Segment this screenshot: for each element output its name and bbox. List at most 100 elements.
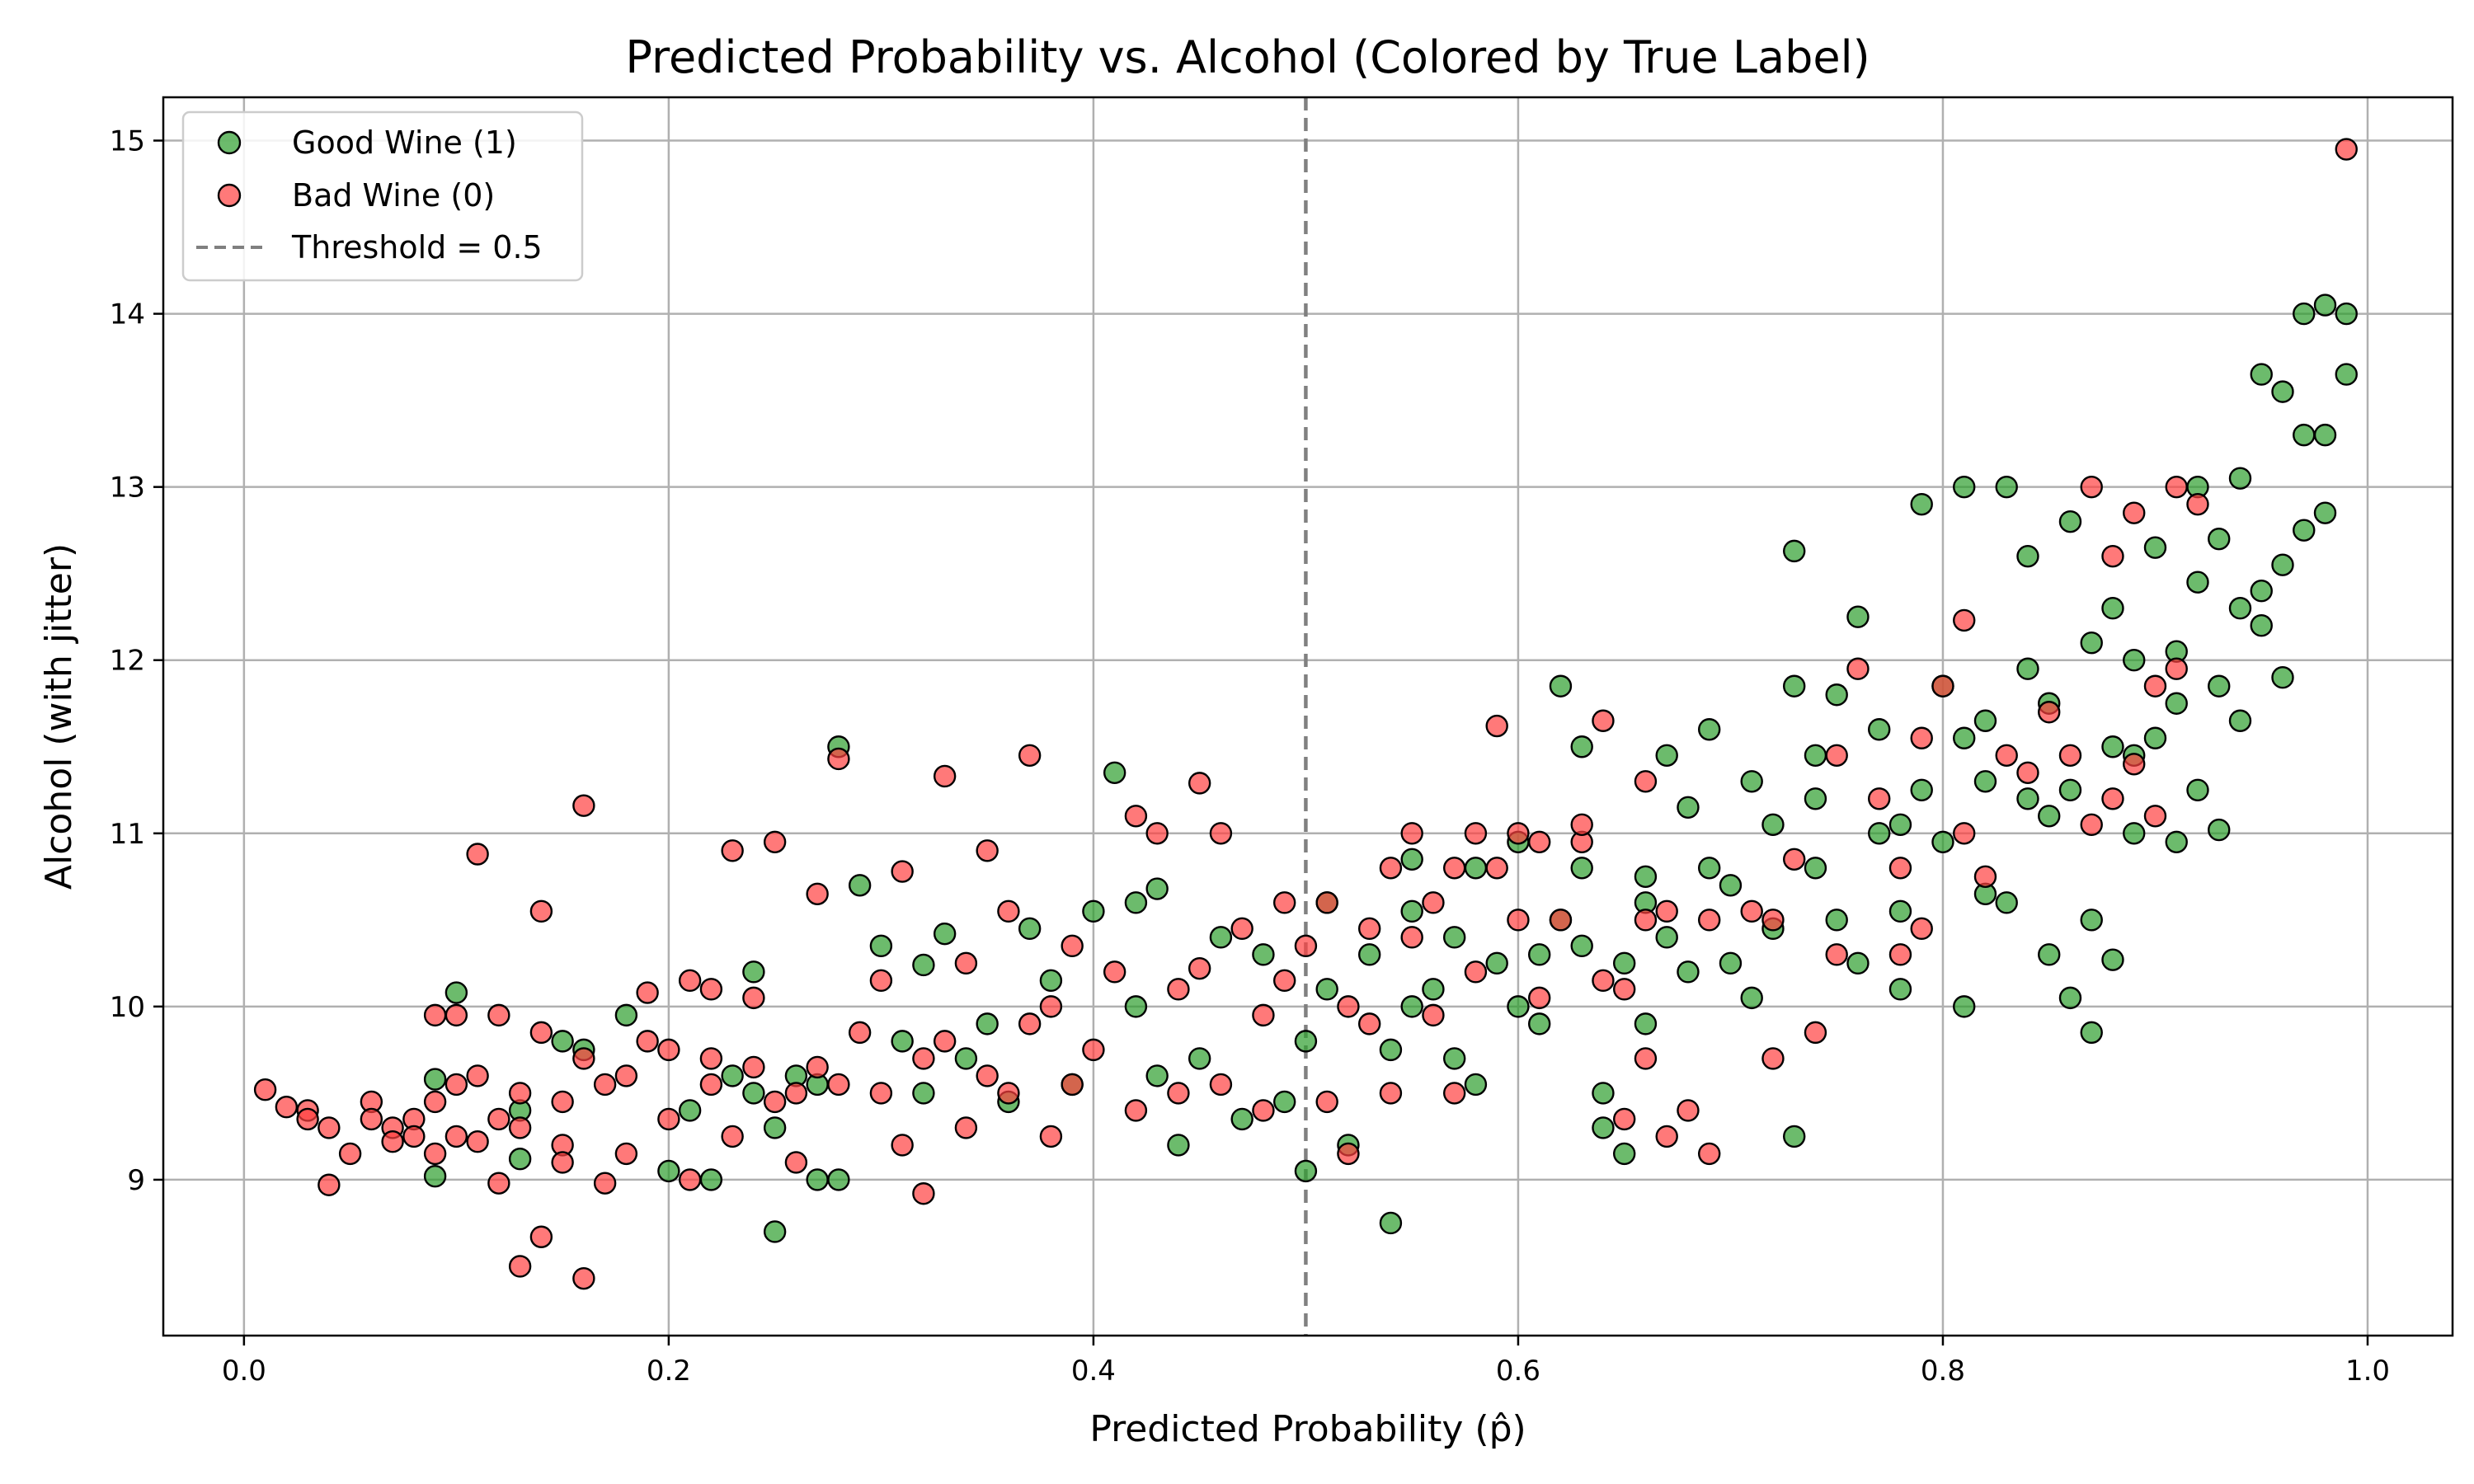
bad-wine-point [1634, 1047, 1658, 1070]
good-wine-point [1379, 1211, 1403, 1235]
good-wine-point [1145, 877, 1169, 900]
bad-wine-point [954, 1116, 978, 1139]
bad-wine-point [1400, 926, 1423, 949]
bad-wine-point [593, 1172, 617, 1195]
good-wine-point [1846, 951, 1870, 975]
good-wine-point [2313, 294, 2337, 317]
good-wine-point [1634, 865, 1658, 889]
good-wine-point [1804, 744, 1827, 767]
bad-wine-point [1167, 978, 1190, 1001]
bad-wine-point [2101, 544, 2124, 568]
bad-wine-point [1592, 969, 1615, 993]
good-wine-point [1570, 735, 1593, 758]
good-wine-point [2123, 822, 2146, 845]
good-wine-point [1761, 813, 1785, 836]
bad-wine-point [1442, 1082, 1466, 1105]
good-wine-point [678, 1099, 702, 1122]
bad-wine-point [466, 843, 489, 866]
good-wine-point [1209, 926, 1233, 949]
bad-wine-point [1888, 857, 1912, 880]
good-wine-point [2271, 380, 2294, 403]
bad-wine-point [1188, 956, 1211, 980]
good-wine-point [2293, 302, 2316, 326]
good-wine-point [2080, 1021, 2103, 1045]
good-wine-point [1634, 1012, 1658, 1036]
bad-wine-point [1039, 1125, 1063, 1148]
bad-wine-point [1230, 917, 1253, 941]
good-wine-point [1442, 926, 1466, 949]
good-wine-point [2293, 423, 2316, 447]
bad-wine-point [1061, 1073, 1084, 1097]
plot-frame [162, 96, 2454, 1337]
bad-wine-point [784, 1151, 808, 1174]
bad-wine-point [1783, 848, 1806, 871]
bad-wine-point [1825, 943, 1848, 966]
x-axis-ticks: 0.0 0.2 0.4 0.6 0.8 1.0 [222, 1336, 2390, 1388]
bad-wine-point [678, 1168, 702, 1191]
good-wine-point [2313, 501, 2337, 524]
x-tick-label: 0.8 [1921, 1355, 1965, 1388]
good-wine-point [2313, 423, 2337, 447]
bad-wine-point [1272, 969, 1296, 993]
good-wine-point [742, 960, 765, 984]
x-tick-label: 0.0 [222, 1355, 266, 1388]
good-wine-point [763, 1116, 787, 1139]
good-wine-point [954, 1047, 978, 1070]
good-wine-point [1804, 857, 1827, 880]
good-wine-point [1527, 1012, 1551, 1036]
good-wine-point [2016, 787, 2039, 810]
good-wine-point [1549, 674, 1573, 697]
bad-wine-point [487, 1172, 510, 1195]
good-wine-point [721, 1064, 744, 1087]
bad-wine-point [1018, 744, 1042, 767]
good-wine-point [2250, 614, 2273, 637]
good-wine-point [1783, 674, 1806, 697]
bad-wine-point [508, 1116, 532, 1139]
bad-wine-point [933, 1030, 957, 1053]
bad-wine-point [2123, 501, 2146, 524]
y-tick-label: 10 [110, 991, 145, 1024]
bad-wine-point [1315, 1090, 1338, 1114]
bad-wine-point [1953, 822, 1976, 845]
bad-wine-point [1167, 1082, 1190, 1105]
bad-wine-point [614, 1142, 638, 1166]
good-wine-point [1167, 1134, 1190, 1157]
bad-wine-point [444, 1003, 468, 1027]
bad-wine-point [317, 1173, 341, 1196]
bad-wine-point [2186, 492, 2209, 516]
bad-wine-point [1124, 1099, 1148, 1122]
bad-wine-point [827, 1073, 850, 1097]
x-tick-label: 0.6 [1496, 1355, 1540, 1388]
y-axis-ticks: 9 10 11 12 13 14 15 [110, 125, 163, 1197]
good-wine-point [1612, 951, 1636, 975]
good-wine-point [1910, 778, 1933, 801]
good-wine-point [1570, 857, 1593, 880]
good-wine-point [1124, 891, 1148, 914]
bad-wine-point [444, 1073, 468, 1097]
good-wine-point [2186, 778, 2209, 801]
good-wine-point [912, 1082, 935, 1105]
good-wine-point [1272, 1090, 1296, 1114]
good-wine-point [2228, 597, 2252, 620]
bad-wine-point [1888, 943, 1912, 966]
good-wine-point [1783, 1125, 1806, 1148]
bad-wine-point [572, 1266, 595, 1290]
good-wine-point [1400, 848, 1423, 871]
good-wine-point [1082, 899, 1105, 923]
bad-wine-point [2143, 805, 2167, 828]
good-wine-point [1400, 899, 1423, 923]
good-wine-point [1442, 1047, 1466, 1070]
bad-wine-point [253, 1078, 277, 1101]
bad-wine-point [1698, 909, 1721, 932]
bad-wine-point [912, 1047, 935, 1070]
y-axis-label: Alcohol (with jitter) [38, 543, 80, 890]
good-wine-point [1592, 1082, 1615, 1105]
good-wine-point [508, 1148, 532, 1171]
bad-wine-point [1357, 917, 1381, 941]
good-wine-point [2293, 519, 2316, 542]
bad-wine-point [381, 1130, 404, 1153]
good-wine-point [1294, 1159, 1318, 1183]
legend-marker-good [217, 130, 242, 155]
bad-wine-point [742, 986, 765, 1010]
y-tick-label: 12 [110, 645, 145, 678]
